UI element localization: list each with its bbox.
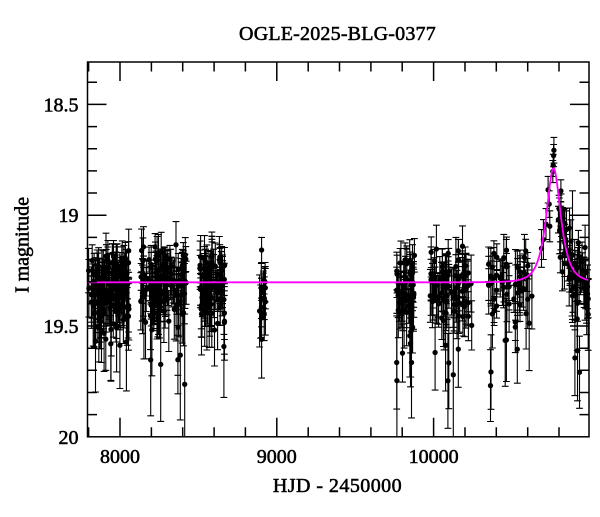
svg-text:10000: 10000 xyxy=(409,446,459,468)
svg-text:18.5: 18.5 xyxy=(44,94,79,116)
svg-text:9000: 9000 xyxy=(257,446,297,468)
svg-text:20: 20 xyxy=(59,427,79,449)
svg-text:OGLE-2025-BLG-0377: OGLE-2025-BLG-0377 xyxy=(239,23,436,45)
svg-text:I magnitude: I magnitude xyxy=(11,197,33,293)
svg-text:19: 19 xyxy=(59,205,79,227)
svg-text:19.5: 19.5 xyxy=(44,316,79,338)
svg-text:HJD - 2450000: HJD - 2450000 xyxy=(273,475,402,497)
svg-text:8000: 8000 xyxy=(100,446,140,468)
